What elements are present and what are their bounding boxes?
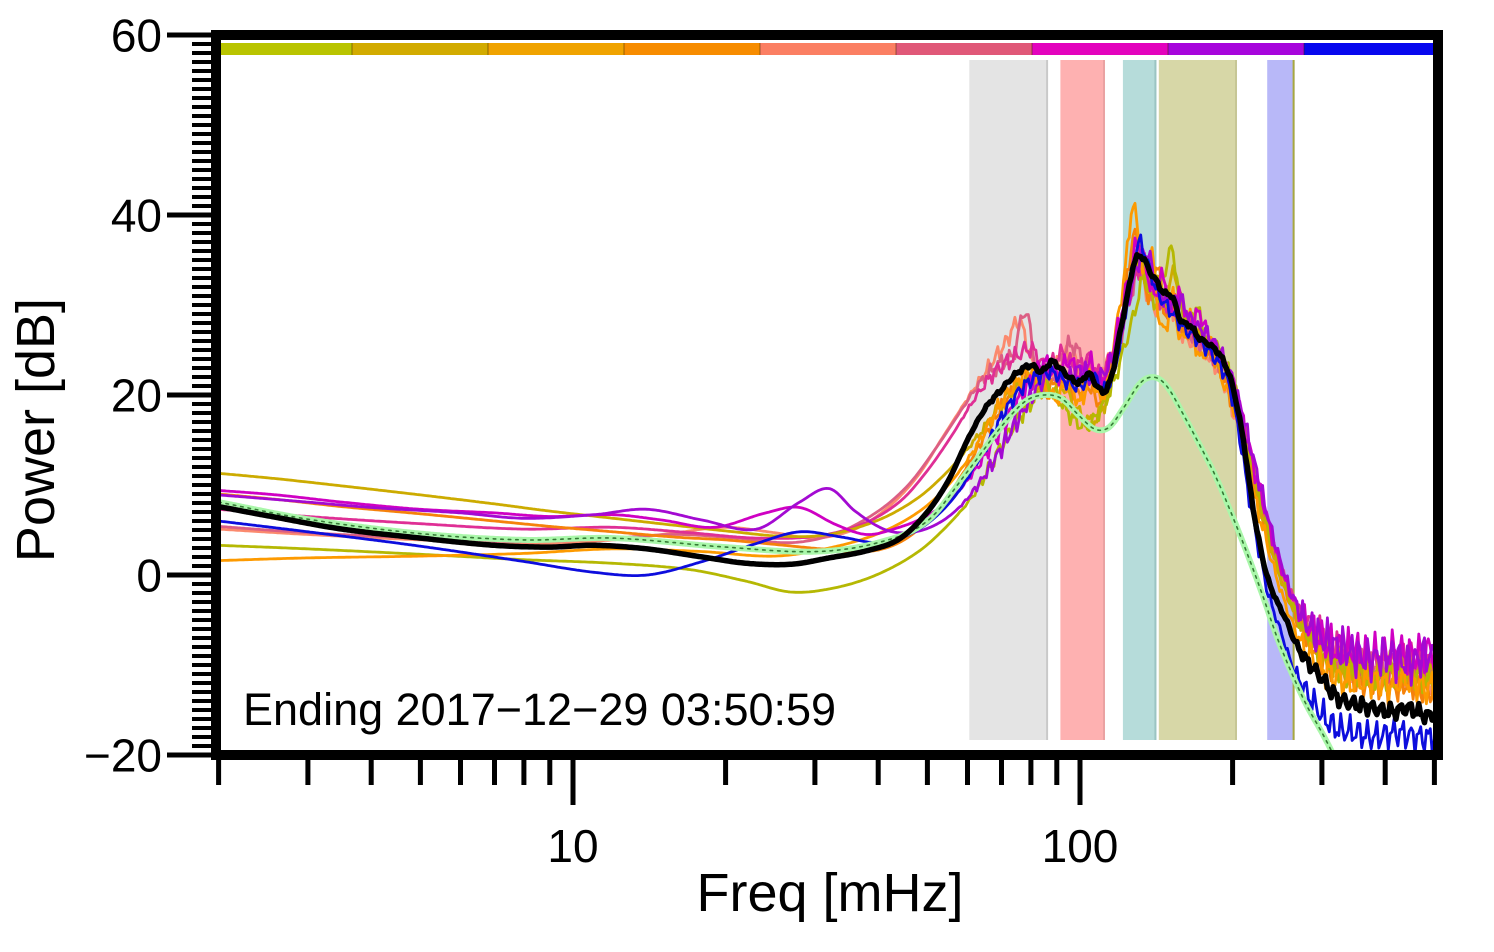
spectra-curves bbox=[216, 201, 1438, 755]
y-tick-labels: 60 40 20 0 −20 bbox=[84, 10, 162, 782]
y-axis-label: Power [dB] bbox=[6, 297, 66, 563]
svg-text:60: 60 bbox=[111, 10, 162, 62]
svg-text:10: 10 bbox=[547, 820, 598, 872]
curve-magenta bbox=[217, 236, 1438, 676]
svg-text:20: 20 bbox=[111, 370, 162, 422]
curve-light-green-dotted-overlay bbox=[217, 376, 1335, 755]
axis-ticks bbox=[167, 32, 1437, 805]
svg-text:0: 0 bbox=[136, 550, 162, 602]
svg-text:100: 100 bbox=[1042, 820, 1119, 872]
svg-text:−20: −20 bbox=[84, 730, 162, 782]
x-tick-labels: 10 100 bbox=[547, 820, 1118, 872]
plot-frame bbox=[211, 30, 1443, 760]
x-axis-label: Freq [mHz] bbox=[696, 863, 964, 923]
curve-orange bbox=[217, 201, 1438, 706]
ending-timestamp-annotation: Ending 2017−12−29 03:50:59 bbox=[243, 684, 837, 735]
svg-text:40: 40 bbox=[111, 190, 162, 242]
shaded-frequency-bands bbox=[969, 60, 1295, 740]
top-frequency-colorbar bbox=[216, 43, 1440, 55]
curve-mean-black bbox=[216, 252, 1438, 726]
